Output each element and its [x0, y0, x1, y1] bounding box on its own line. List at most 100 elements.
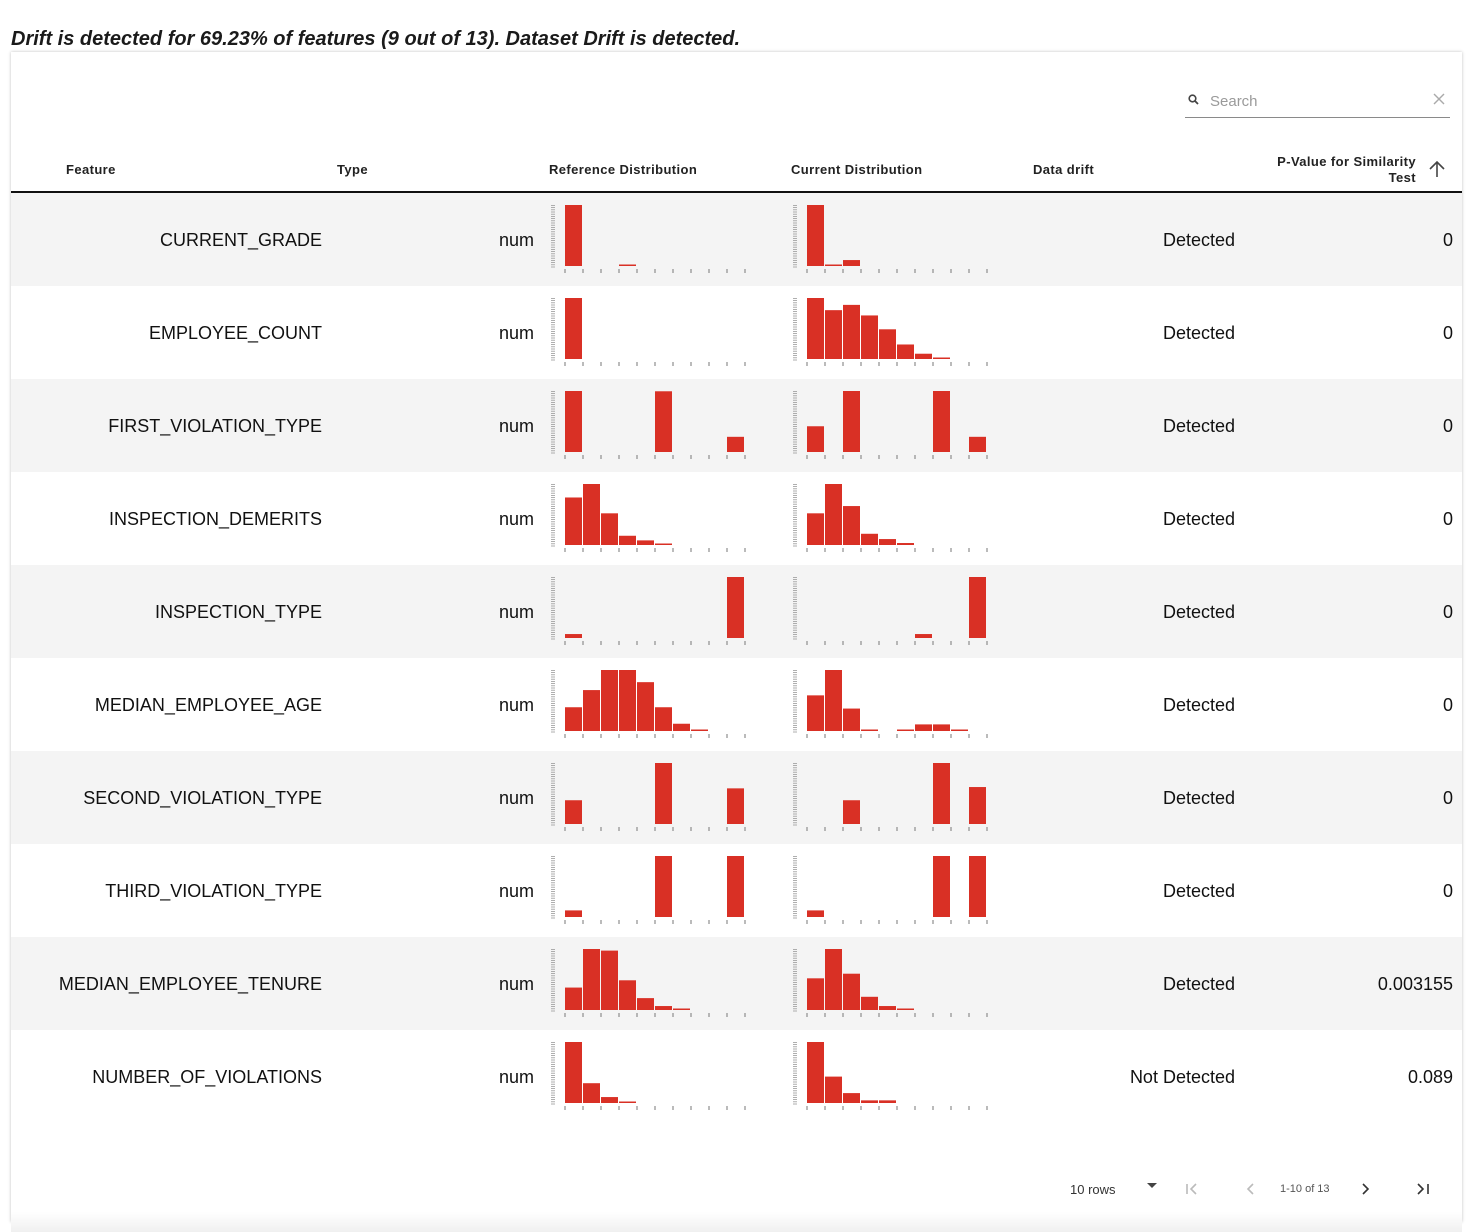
panel-bottom-shadow: [11, 1212, 1462, 1232]
histogram-bar: [727, 436, 744, 452]
histogram-bar: [843, 800, 860, 824]
reference-histogram: [551, 856, 746, 924]
histogram-bar: [807, 695, 824, 731]
search-input[interactable]: [1210, 90, 1420, 112]
histogram-bar: [673, 723, 690, 731]
table-row[interactable]: MEDIAN_EMPLOYEE_AGE num Detected 0: [11, 658, 1462, 751]
feature-name: SECOND_VIOLATION_TYPE: [83, 788, 322, 808]
histogram-bar: [825, 949, 842, 1010]
feature-type: num: [498, 974, 534, 994]
histogram-bar: [897, 1008, 914, 1010]
current-histogram: [793, 1042, 988, 1110]
feature-type: num: [498, 1067, 534, 1087]
histogram-bar: [637, 540, 654, 545]
feature-type: num: [498, 881, 534, 901]
feature-name: EMPLOYEE_COUNT: [148, 323, 322, 343]
histogram-bar: [655, 763, 672, 824]
reference-histogram: [551, 763, 746, 831]
histogram-bar: [933, 391, 950, 452]
feature-type: num: [498, 230, 534, 250]
histogram-bar: [807, 205, 824, 266]
table-body: CURRENT_GRADE num Detected 0 EMPLOYEE_COUNT n…: [11, 193, 1462, 1123]
column-header-type[interactable]: Type: [337, 162, 368, 177]
column-header-current-distribution[interactable]: Current Distribution: [791, 162, 923, 177]
feature-name: THIRD_VIOLATION_TYPE: [105, 881, 322, 901]
histogram-bar: [655, 391, 672, 452]
histogram-bar: [951, 729, 968, 731]
feature-type: num: [498, 509, 534, 529]
table-row[interactable]: MEDIAN_EMPLOYEE_TENURE num Detected 0.00315…: [11, 937, 1462, 1030]
histogram-bar: [897, 543, 914, 545]
table-header: Feature Type Reference Distribution Curr…: [11, 142, 1462, 193]
table-row[interactable]: THIRD_VIOLATION_TYPE num Detected 0: [11, 844, 1462, 937]
histogram-bar: [637, 682, 654, 731]
histogram-bar: [933, 856, 950, 917]
histogram-bar: [583, 690, 600, 731]
histogram-bar: [727, 577, 744, 638]
histogram-bar: [843, 391, 860, 452]
last-page-icon[interactable]: [1414, 1180, 1432, 1198]
reference-histogram: [551, 670, 746, 738]
sort-ascending-icon[interactable]: [1428, 159, 1446, 179]
histogram-bar: [601, 513, 618, 545]
histogram-bar: [601, 1097, 618, 1103]
search-icon: [1188, 94, 1199, 105]
drift-summary: Drift is detected for 69.23% of features…: [11, 28, 741, 50]
table-row[interactable]: EMPLOYEE_COUNT num Detected 0: [11, 286, 1462, 379]
histogram-bar: [807, 513, 824, 545]
drift-status: Detected: [1162, 509, 1235, 529]
histogram-bar: [825, 1076, 842, 1103]
clear-search-icon[interactable]: [1432, 92, 1446, 106]
histogram-bar: [825, 670, 842, 731]
current-histogram: [793, 949, 988, 1017]
table-row[interactable]: INSPECTION_DEMERITS num Detected 0: [11, 472, 1462, 565]
histogram-bar: [897, 729, 914, 731]
histogram-bar: [879, 539, 896, 545]
column-header-p-value[interactable]: P-Value for Similarity Test: [1277, 154, 1416, 185]
drift-status: Detected: [1162, 695, 1235, 715]
feature-name: INSPECTION_DEMERITS: [108, 509, 322, 529]
histogram-bar: [915, 634, 932, 638]
current-histogram: [793, 856, 988, 924]
column-header-reference-distribution[interactable]: Reference Distribution: [549, 162, 698, 177]
table-row[interactable]: INSPECTION_TYPE num Detected 0: [11, 565, 1462, 658]
table-row[interactable]: SECOND_VIOLATION_TYPE num Detected 0: [11, 751, 1462, 844]
rows-per-page-select[interactable]: 10 rows: [1070, 1182, 1116, 1197]
p-value: 0: [1442, 788, 1453, 808]
current-histogram: [793, 763, 988, 831]
feature-name: CURRENT_GRADE: [159, 230, 322, 250]
next-page-icon[interactable]: [1356, 1180, 1374, 1198]
histogram-bar: [655, 856, 672, 917]
histogram-bar: [655, 1006, 672, 1010]
drift-status: Detected: [1162, 974, 1235, 994]
drift-status: Not Detected: [1129, 1067, 1235, 1087]
feature-name: MEDIAN_EMPLOYEE_TENURE: [58, 974, 322, 994]
first-page-icon[interactable]: [1183, 1180, 1201, 1198]
feature-type: num: [498, 602, 534, 622]
histogram-bar: [825, 310, 842, 359]
histogram-bar: [691, 729, 708, 731]
previous-page-icon[interactable]: [1242, 1180, 1260, 1198]
table-row[interactable]: FIRST_VIOLATION_TYPE num Detected 0: [11, 379, 1462, 472]
column-header-feature[interactable]: Feature: [66, 162, 116, 177]
caret-down-icon[interactable]: [1146, 1180, 1158, 1190]
histogram-bar: [565, 391, 582, 452]
histogram-bar: [969, 856, 986, 917]
histogram-bar: [637, 998, 654, 1010]
reference-histogram: [551, 298, 746, 366]
search-box[interactable]: [1185, 86, 1450, 118]
histogram-bar: [825, 484, 842, 545]
feature-name: INSPECTION_TYPE: [154, 602, 322, 622]
histogram-bar: [601, 670, 618, 731]
feature-name: FIRST_VIOLATION_TYPE: [108, 416, 322, 436]
histogram-bar: [655, 543, 672, 545]
histogram-bar: [843, 973, 860, 1010]
reference-histogram: [551, 484, 746, 552]
feature-type: num: [498, 788, 534, 808]
histogram-bar: [861, 996, 878, 1010]
feature-type: num: [498, 416, 534, 436]
column-header-data-drift[interactable]: Data drift: [1033, 162, 1095, 177]
table-row[interactable]: CURRENT_GRADE num Detected 0: [11, 193, 1462, 286]
p-value: 0: [1442, 230, 1453, 250]
table-row[interactable]: NUMBER_OF_VIOLATIONS num Not Detected 0.089: [11, 1030, 1462, 1123]
